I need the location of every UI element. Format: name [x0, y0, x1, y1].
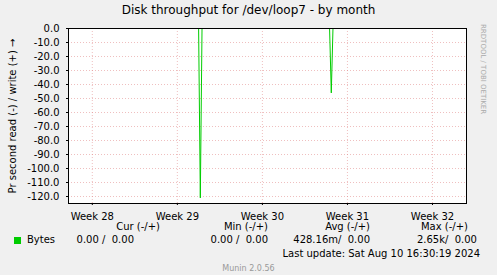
html-text:2.65k/ 0.00: 2.65k/ 0.00 — [416, 234, 477, 245]
html-text:Min (-/+): Min (-/+) — [223, 221, 268, 232]
svg-text:-40.0: -40.0 — [34, 79, 60, 90]
svg-text:0.0: 0.0 — [44, 23, 60, 34]
html-text:Munin 2.0.56: Munin 2.0.56 — [222, 264, 275, 273]
html-text:0.00 / 0.00: 0.00 / 0.00 — [210, 234, 268, 245]
html-text:Bytes: Bytes — [27, 234, 56, 245]
html-text:0.00 / 0.00: 0.00 / 0.00 — [76, 234, 134, 245]
html-text:Max (-/+): Max (-/+) — [421, 221, 468, 232]
svg-text:-100.0: -100.0 — [27, 163, 59, 174]
html-text:428.16m/ 0.00: 428.16m/ 0.00 — [293, 234, 370, 245]
html-text:RRDTOOL / TOBI OETIKER: RRDTOOL / TOBI OETIKER — [479, 24, 487, 115]
html-text:Avg (-/+): Avg (-/+) — [325, 221, 370, 232]
svg-text:-10.0: -10.0 — [34, 37, 60, 48]
svg-text:-80.0: -80.0 — [34, 135, 60, 146]
svg-text:-60.0: -60.0 — [34, 107, 60, 118]
svg-text:Week 30: Week 30 — [241, 211, 284, 220]
svg-text:Week 29: Week 29 — [156, 211, 199, 220]
html-text:Disk throughput for /dev/loop7: Disk throughput for /dev/loop7 - by mont… — [121, 3, 376, 17]
svg-text:-50.0: -50.0 — [34, 93, 60, 104]
html-text:Cur (-/+): Cur (-/+) — [116, 221, 160, 232]
svg-text:-20.0: -20.0 — [34, 51, 60, 62]
svg-text:-90.0: -90.0 — [34, 149, 60, 160]
svg-text:Week 28: Week 28 — [71, 211, 114, 220]
svg-text:Pr second read (-) / write (+): Pr second read (-) / write (+) → — [7, 39, 18, 194]
svg-text:-30.0: -30.0 — [34, 65, 60, 76]
svg-text:-120.0: -120.0 — [27, 191, 59, 202]
svg-text:-70.0: -70.0 — [34, 121, 60, 132]
html-text:Last update: Sat Aug 10 16:30:: Last update: Sat Aug 10 16:30:19 2024 — [282, 248, 480, 259]
svg-text:Week 31: Week 31 — [326, 211, 369, 220]
svg-text:-110.0: -110.0 — [27, 177, 59, 188]
svg-text:Week 32: Week 32 — [411, 211, 454, 220]
